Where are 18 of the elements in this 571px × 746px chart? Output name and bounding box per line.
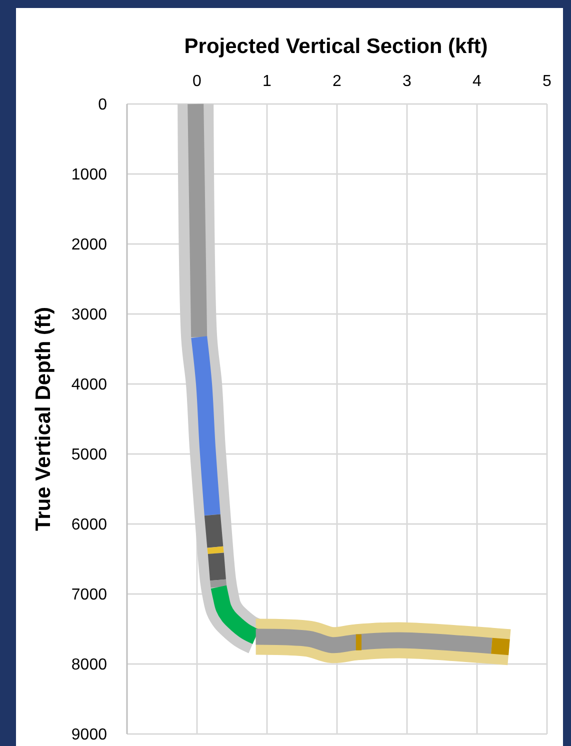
y-tick-label: 9000 — [71, 726, 108, 744]
x-tick-label: 2 — [332, 73, 342, 90]
x-tick-label: 5 — [542, 73, 552, 90]
x-tick-label: 4 — [472, 73, 482, 90]
x-tick-label: 0 — [192, 73, 202, 90]
y-tick-label: 5000 — [71, 446, 108, 464]
y-tick-label: 2000 — [71, 236, 108, 254]
y-tick-label: 0 — [98, 96, 108, 114]
y-tick-label: 1000 — [71, 166, 108, 184]
y-tick-label: 8000 — [71, 656, 108, 674]
y-tick-label: 6000 — [71, 516, 108, 534]
y-axis-title: True Vertical Depth (ft) — [32, 306, 55, 532]
x-axis-title: Projected Vertical Section (kft) — [184, 35, 488, 58]
y-tick-label: 3000 — [71, 306, 108, 324]
x-tick-label: 1 — [262, 73, 272, 90]
x-tick-label: 3 — [402, 73, 412, 90]
y-tick-label: 4000 — [71, 376, 108, 394]
y-tick-label: 7000 — [71, 586, 108, 604]
